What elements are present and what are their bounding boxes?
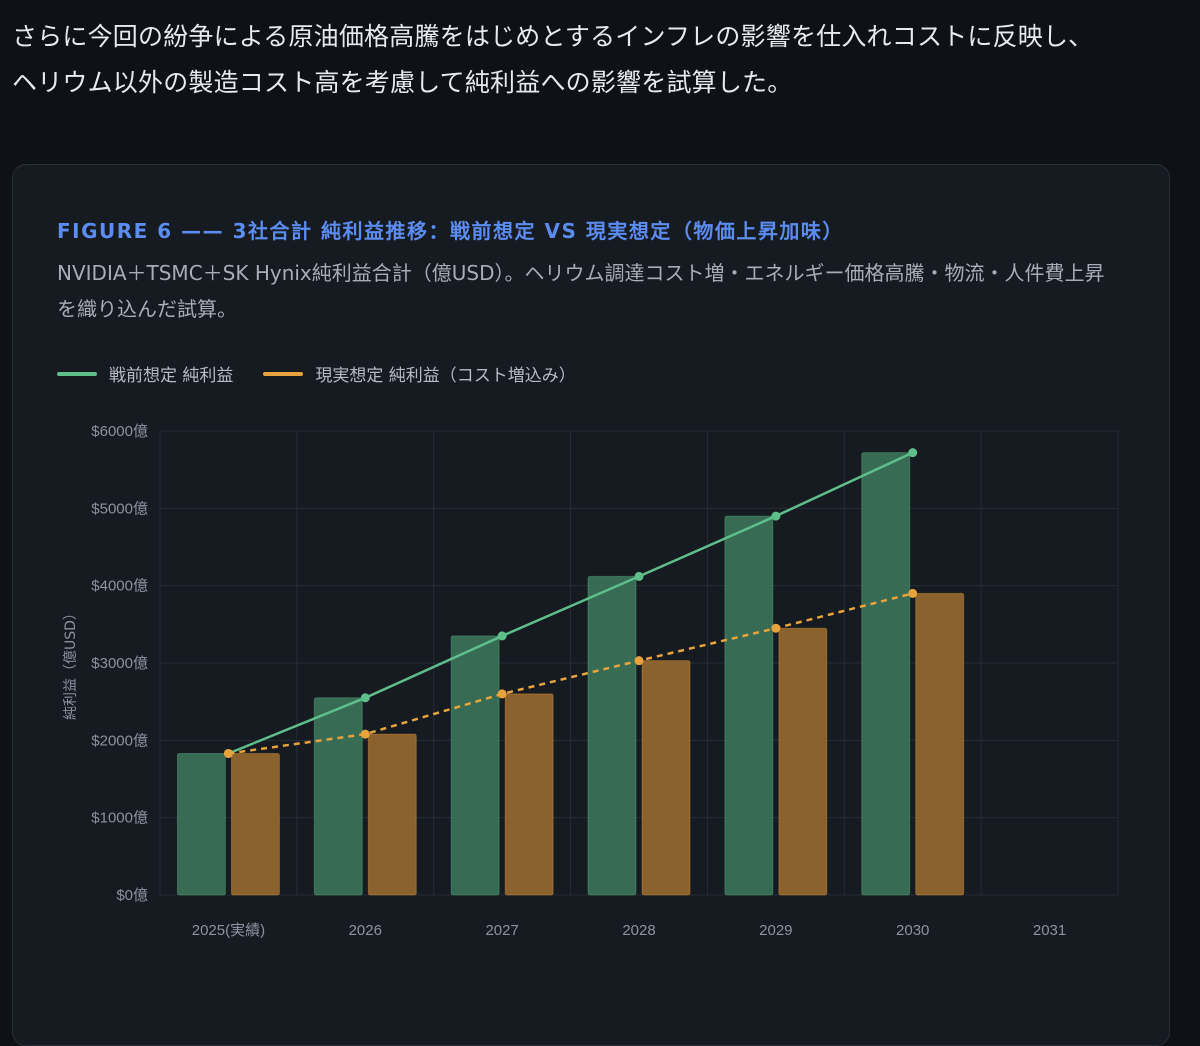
bar-real (915, 592, 965, 896)
y-tick-label: $6000億 (91, 423, 148, 440)
figure-subtitle: NVIDIA＋TSMC＋SK Hynix純利益合計（億USD）。ヘリウム調達コス… (57, 261, 1105, 321)
point-prewar (908, 448, 918, 458)
line-real (228, 592, 914, 755)
x-tick-label: 2027 (485, 922, 518, 939)
legend-swatch-prewar (57, 371, 97, 376)
net-income-chart: $0億 $1000億 $2000億 $3000億 $4000億 $5000億 $6000億 2… (63, 423, 1119, 939)
chart-legend: 戦前想定 純利益 現実想定 純利益（コスト増込み） (57, 361, 576, 386)
x-tick-label: 2028 (622, 922, 655, 939)
x-tick-label: 2030 (896, 922, 929, 939)
bar-prewar (176, 752, 226, 896)
x-tick-label: 2025(実績) (192, 922, 265, 939)
bar-real (504, 693, 554, 896)
point-prewar (771, 511, 781, 521)
intro-line-2: ヘリウム以外の製造コスト高を考慮して純利益への影響を試算した。 (12, 68, 793, 97)
legend-label-real: 現実想定 純利益（コスト増込み） (315, 366, 576, 386)
x-tick-label: 2026 (349, 922, 382, 939)
point-real (223, 748, 233, 758)
figure-title: FIGURE 6 —— 3社合計 純利益推移：戦前想定 VS 現実想定（物価上昇… (57, 219, 844, 243)
bar-real (230, 752, 280, 896)
point-prewar (497, 631, 507, 641)
intro-line-1: さらに今回の紛争による原油価格高騰をはじめとするインフレの影響を仕入れコストに反… (12, 22, 1094, 51)
x-tick-label: 2031 (1033, 922, 1066, 939)
point-prewar (360, 693, 370, 703)
y-tick-label: $2000億 (91, 732, 148, 749)
figure-card: FIGURE 6 —— 3社合計 純利益推移：戦前想定 VS 現実想定（物価上昇… (12, 164, 1170, 1046)
point-real (634, 656, 644, 666)
bar-prewar (587, 575, 637, 896)
bar-real (778, 627, 828, 896)
y-tick-label: $5000億 (91, 500, 148, 517)
bar-prewar (724, 515, 774, 896)
x-tick-label: 2029 (759, 922, 792, 939)
legend-label-prewar: 戦前想定 純利益 (109, 366, 234, 386)
point-real (360, 729, 370, 739)
bar-prewar (861, 452, 911, 896)
point-real (908, 588, 918, 598)
point-real (771, 623, 781, 633)
bar-prewar (313, 697, 363, 896)
y-axis-title: 純利益（億USD） (63, 606, 79, 720)
legend-swatch-real (263, 371, 304, 376)
y-tick-label: $1000億 (91, 810, 148, 827)
bar-real (641, 660, 691, 896)
y-tick-label: $4000億 (91, 578, 148, 595)
point-real (497, 689, 507, 699)
line-prewar (227, 451, 914, 755)
legend-item-real[interactable]: 現実想定 純利益（コスト増込み） (263, 361, 576, 386)
point-prewar (634, 571, 644, 581)
legend-item-prewar[interactable]: 戦前想定 純利益 (57, 361, 233, 386)
y-tick-label: $0億 (116, 887, 148, 904)
y-tick-label: $3000億 (91, 655, 148, 672)
bar-real (367, 733, 417, 896)
bar-prewar (450, 635, 500, 896)
intro-text: さらに今回の紛争による原油価格高騰をはじめとするインフレの影響を仕入れコストに反… (12, 14, 1182, 106)
